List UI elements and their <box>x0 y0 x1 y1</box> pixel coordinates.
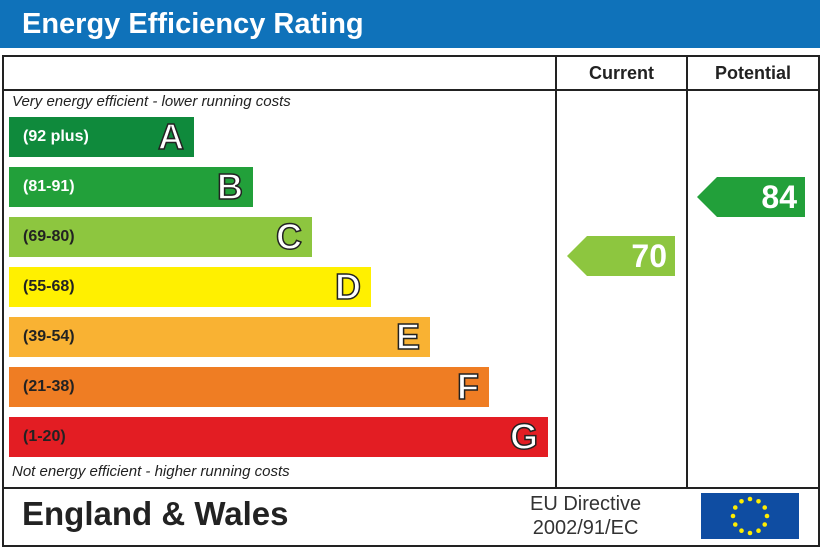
arrow-shape <box>697 177 805 217</box>
directive-line2: 2002/91/EC <box>532 517 639 539</box>
band-E: (39-54) E <box>9 316 430 358</box>
band-letter: E <box>395 316 421 358</box>
band-letter: G <box>509 416 539 458</box>
divider <box>2 89 818 91</box>
bottom-note: Not energy efficient - higher running co… <box>12 463 290 480</box>
flag-star <box>747 496 753 502</box>
divider <box>2 487 818 489</box>
flag-star <box>764 513 770 519</box>
band-C: (69-80) C <box>9 216 312 258</box>
band-range: (1-20) <box>23 428 66 445</box>
potential-rating-arrow: 84 <box>697 177 805 217</box>
flag-star <box>756 528 761 534</box>
current-rating-value: 70 <box>631 238 667 274</box>
band-range: (81-91) <box>23 178 75 195</box>
band-range: (55-68) <box>23 278 75 295</box>
flag-star <box>732 522 738 527</box>
band-A: (92 plus) A <box>9 116 194 158</box>
band-letter: C <box>275 216 303 258</box>
current-rating-arrow: 70 <box>567 236 675 276</box>
chart-title: Energy Efficiency Rating <box>0 0 820 48</box>
flag-star <box>730 513 736 519</box>
directive-line1: EU Directive <box>530 493 642 515</box>
flag-star <box>739 498 744 504</box>
band-D: (55-68) D <box>9 266 371 308</box>
column-current: Current <box>588 63 654 83</box>
top-note: Very energy efficient - lower running co… <box>12 93 291 110</box>
band-G: (1-20) G <box>9 416 548 458</box>
band-range: (39-54) <box>23 328 75 345</box>
band-letter: D <box>334 266 362 308</box>
flag-star <box>762 522 768 527</box>
band-range: (69-80) <box>23 228 75 245</box>
flag-star <box>756 498 761 504</box>
band-letter: B <box>216 166 244 208</box>
band-range: (21-38) <box>23 378 75 395</box>
band-B: (81-91) B <box>9 166 253 208</box>
arrow-shape <box>567 236 675 276</box>
eu-flag-icon <box>701 493 799 539</box>
band-range: (92 plus) <box>23 128 89 145</box>
band-letter: A <box>157 116 185 158</box>
flag-star <box>747 530 753 536</box>
flag-star <box>732 505 738 510</box>
band-F: (21-38) F <box>9 366 489 408</box>
column-potential: Potential <box>714 63 791 83</box>
flag-star <box>739 528 744 534</box>
divider <box>555 55 557 488</box>
potential-rating-value: 84 <box>761 179 797 215</box>
chart-frame <box>2 55 820 547</box>
divider <box>686 55 688 488</box>
eu-directive: EU Directive 2002/91/EC <box>530 492 641 540</box>
flag-star <box>762 505 768 510</box>
country-label: England & Wales <box>22 495 289 532</box>
band-letter: F <box>456 366 480 408</box>
